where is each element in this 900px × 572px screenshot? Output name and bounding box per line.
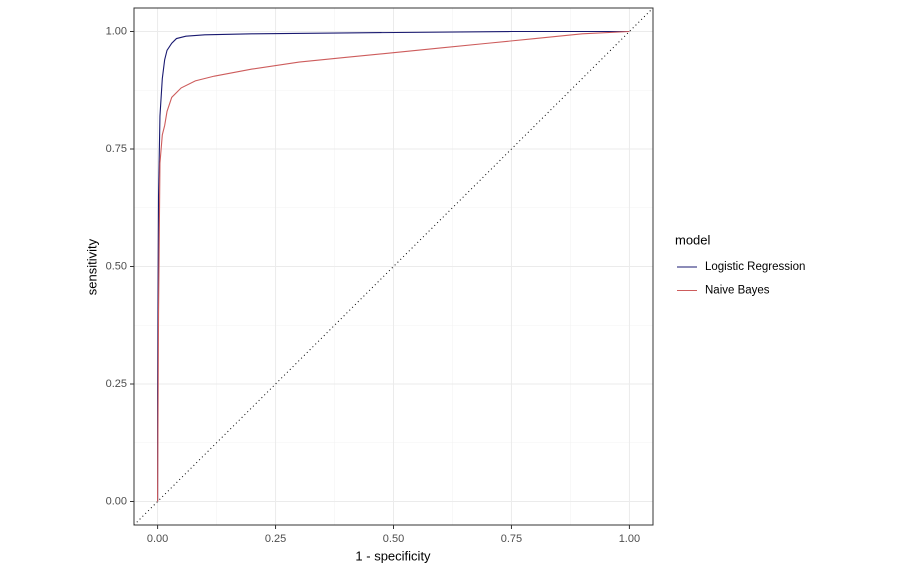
x-axis-title: 1 - specificity (355, 548, 431, 563)
y-tick-label: 0.50 (106, 260, 127, 272)
y-tick-label: 0.75 (106, 143, 127, 155)
y-tick-label: 0.25 (106, 378, 127, 390)
x-tick-label: 0.00 (147, 533, 168, 545)
x-tick-label: 0.50 (383, 533, 404, 545)
legend-label: Naive Bayes (705, 285, 770, 297)
roc-line (157, 30, 630, 502)
x-tick-label: 0.25 (265, 533, 286, 545)
roc-line (157, 30, 630, 502)
y-axis-title: sensitivity (84, 238, 99, 295)
x-tick-label: 0.75 (501, 533, 522, 545)
panel-border (133, 7, 654, 526)
legend-title: model (675, 232, 711, 247)
y-tick-label: 1.00 (106, 25, 127, 37)
legend-label: Logistic Regression (705, 261, 805, 273)
y-tick-label: 0.00 (106, 495, 127, 507)
x-tick-label: 1.00 (619, 533, 640, 545)
